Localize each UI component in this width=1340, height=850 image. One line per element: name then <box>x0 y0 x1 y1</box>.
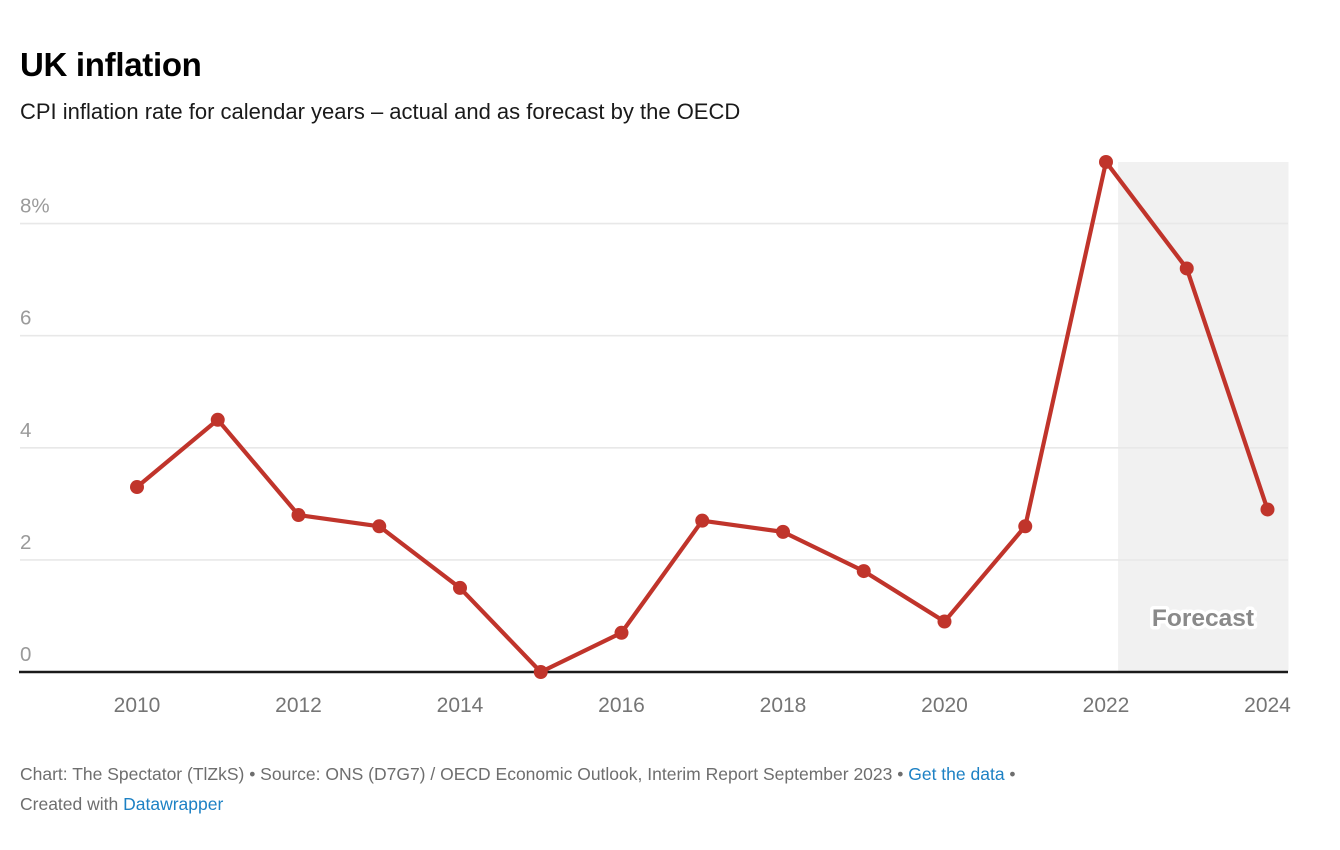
x-axis-tick-label: 2012 <box>275 694 322 717</box>
page-title: UK inflation <box>20 46 202 84</box>
data-point-2016[interactable] <box>614 625 629 640</box>
footer-line1-text: Chart: The Spectator (TlZkS) • Source: O… <box>20 764 909 784</box>
x-axis-tick-label: 2016 <box>598 694 645 717</box>
line-chart: 0 2 4 6 8% 2010 2012 2014 2016 2018 2020 2022 2024 Fo… <box>19 154 1291 717</box>
x-axis-tick-label: 2024 <box>1244 694 1291 717</box>
get-the-data-link[interactable]: Get the data <box>908 764 1005 784</box>
x-axis-tick-label: 2020 <box>921 694 968 717</box>
forecast-region-label: Forecast <box>1152 605 1254 632</box>
y-axis-tick-label: 4 <box>20 419 31 442</box>
data-point-2018[interactable] <box>776 524 790 539</box>
footer-attribution: Chart: The Spectator (TlZkS) • Source: O… <box>20 759 1320 819</box>
y-axis-tick-label: 8% <box>20 195 50 218</box>
footer-line1-bullet: • <box>1004 764 1016 784</box>
data-point-2011[interactable] <box>210 412 225 427</box>
data-point-2014[interactable] <box>453 580 467 595</box>
data-point-2022[interactable] <box>1099 154 1113 169</box>
data-point-2023[interactable] <box>1179 261 1194 276</box>
datawrapper-link[interactable]: Datawrapper <box>123 794 224 814</box>
x-axis-tick-label: 2010 <box>114 694 161 717</box>
data-point-2020[interactable] <box>937 614 952 629</box>
x-axis-tick-label: 2018 <box>760 694 807 717</box>
x-axis-tick-label: 2014 <box>437 694 484 717</box>
x-axis-tick-label: 2022 <box>1083 694 1130 717</box>
y-axis-tick-label: 6 <box>20 307 31 330</box>
data-point-2013[interactable] <box>372 519 387 534</box>
data-point-2012[interactable] <box>291 508 306 523</box>
y-axis-tick-label: 2 <box>20 531 31 554</box>
data-point-2019[interactable] <box>856 564 871 579</box>
y-axis-tick-label: 0 <box>20 643 31 666</box>
data-point-2017[interactable] <box>695 513 710 528</box>
forecast-band <box>1118 162 1289 672</box>
data-point-2024[interactable] <box>1260 502 1275 517</box>
data-point-2015[interactable] <box>533 665 548 679</box>
footer-line2-text: Created with <box>20 794 124 814</box>
data-point-2021[interactable] <box>1018 519 1033 534</box>
chart-subtitle: CPI inflation rate for calendar years – … <box>20 99 741 124</box>
data-point-2010[interactable] <box>130 480 144 495</box>
series-line <box>134 159 1270 675</box>
